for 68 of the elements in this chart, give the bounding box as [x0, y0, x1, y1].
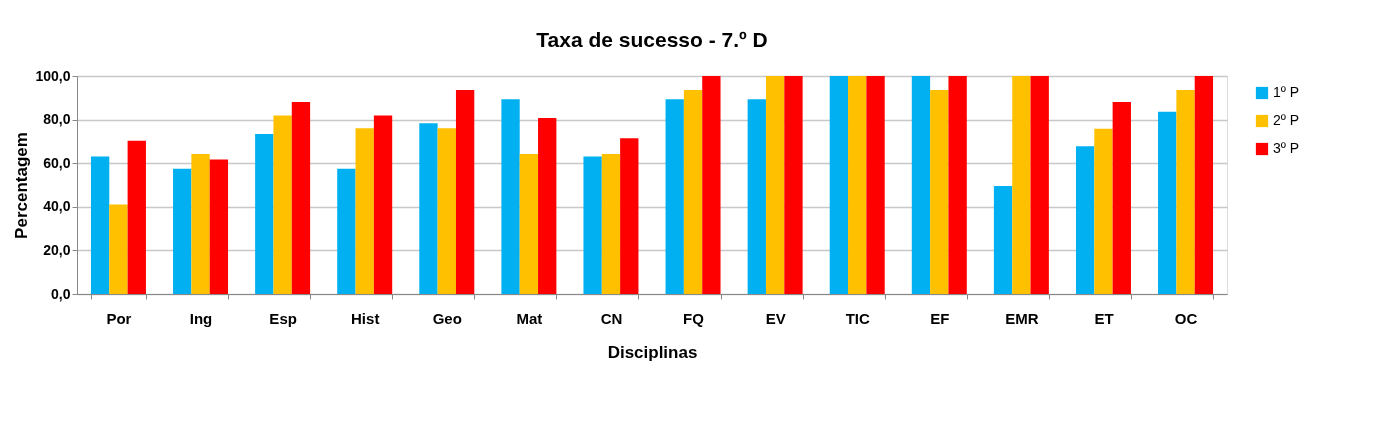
y-tick-label: 20,0 [43, 241, 71, 258]
x-tick-label: Hist [351, 309, 380, 327]
bar [1094, 128, 1113, 294]
bar [784, 76, 803, 294]
x-tick-label: ET [1094, 309, 1114, 327]
bar [337, 168, 356, 294]
x-axis-title: Disciplinas [607, 342, 698, 362]
y-tick-label: 40,0 [43, 198, 71, 215]
x-tick-label: Por [106, 309, 132, 327]
x-tick-label: OC [1174, 309, 1198, 327]
bar [209, 159, 229, 294]
bar [665, 99, 684, 294]
legend-label: 2º P [1273, 112, 1300, 128]
bar [538, 118, 557, 294]
bar [1012, 76, 1031, 294]
bar [1194, 76, 1214, 294]
bar [273, 115, 292, 294]
x-tick-label: CN [600, 309, 623, 327]
bar [255, 133, 274, 294]
bar [519, 154, 539, 294]
x-tick-label: EMR [1005, 309, 1039, 327]
bar [373, 115, 393, 294]
x-tick-label: EF [930, 309, 950, 327]
y-tick-label: 60,0 [43, 154, 71, 171]
bar [866, 76, 885, 294]
bar [930, 89, 949, 294]
bar [993, 186, 1013, 294]
bar [1075, 146, 1095, 294]
x-tick-label: Mat [516, 309, 543, 327]
bar [848, 76, 867, 294]
legend-label: 1º P [1273, 84, 1300, 100]
x-tick-label: FQ [683, 309, 705, 327]
bar [455, 89, 475, 294]
x-tick-label: EV [765, 309, 786, 327]
x-tick-label: Geo [432, 309, 462, 327]
bar [109, 204, 128, 294]
x-tick-label: Esp [269, 309, 297, 327]
bar [601, 154, 621, 294]
bar [419, 123, 438, 294]
bar [1112, 101, 1131, 294]
bar [173, 168, 192, 294]
x-tick-label: Ing [189, 309, 213, 327]
y-tick-label: 80,0 [43, 111, 71, 128]
bar [291, 101, 311, 294]
bar [90, 156, 110, 294]
bar [683, 89, 703, 294]
bar [829, 76, 849, 294]
bar [948, 76, 967, 294]
y-axis-title: Percentagem [12, 132, 32, 239]
bar [191, 154, 210, 294]
bar [765, 76, 785, 294]
bar [702, 76, 721, 294]
bar [747, 99, 766, 294]
bar [620, 138, 639, 294]
legend-label: 3º P [1273, 140, 1300, 156]
x-tick-label: TIC [845, 309, 870, 327]
bar [1158, 111, 1177, 294]
y-tick-label: 0,0 [51, 285, 71, 302]
bar [501, 99, 520, 294]
y-tick-label: 100,0 [35, 67, 71, 84]
bar [437, 128, 456, 294]
bar [1030, 76, 1049, 294]
bar [911, 76, 931, 294]
bar [1176, 89, 1195, 294]
bar [355, 128, 374, 294]
bar [583, 156, 602, 294]
chart-title: Taxa de sucesso - 7.º D [536, 28, 768, 51]
bar [127, 140, 146, 294]
